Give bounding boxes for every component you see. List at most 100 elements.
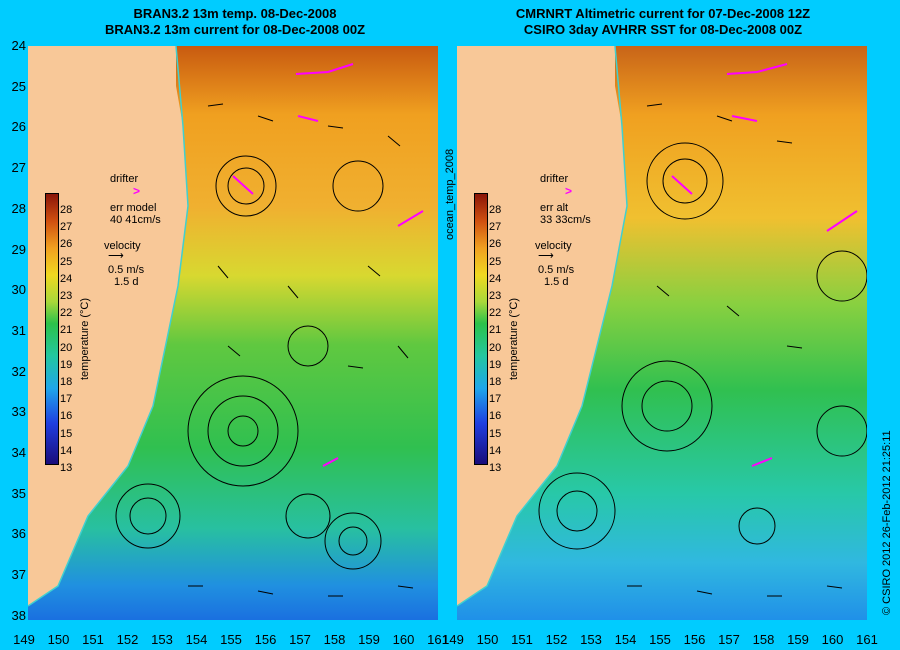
colorbar-tick-label: 17 [489, 393, 502, 406]
lon-tick-label: 159 [787, 632, 809, 647]
colorbar-tick-label: 21 [60, 324, 73, 337]
left-panel-title: BRAN3.2 13m temp. 08-Dec-2008 BRAN3.2 13… [30, 6, 440, 38]
colorbar-left [45, 193, 59, 465]
lat-tick-label: 30 [11, 282, 26, 298]
right-err-line2: 33 33cm/s [540, 214, 591, 226]
colorbar-tick-label: 20 [60, 341, 73, 354]
colorbar-tick-label: 27 [489, 221, 502, 234]
right-velocity-days: 1.5 d [544, 276, 569, 288]
colorbar-tick-label: 26 [489, 238, 502, 251]
colorbar-tick-label: 20 [489, 341, 502, 354]
colorbar-title-right: temperature (°C) [508, 297, 520, 380]
lat-tick-label: 28 [11, 200, 26, 216]
lon-tick-label: 158 [752, 632, 775, 647]
colorbar-tick-label: 22 [60, 307, 73, 320]
colorbar-tick-label: 25 [489, 255, 502, 268]
right-err-line1: err alt [540, 202, 569, 214]
colorbar-tick-label: 18 [489, 376, 502, 388]
lon-tick-label: 159 [358, 632, 380, 647]
right-drifter-icon: > [565, 184, 573, 198]
lon-tick-label: 151 [511, 632, 533, 647]
ocean-area [28, 46, 438, 620]
coastline [457, 46, 628, 607]
right-velocity-label: velocity [535, 240, 572, 252]
right-velocity-scale: 0.5 m/s [538, 264, 575, 276]
credit-text: © CSIRO 2012 26-Feb-2012 21:25:11 [881, 430, 893, 615]
lat-tick-label: 27 [11, 160, 26, 176]
lat-tick-label: 31 [11, 322, 26, 338]
left-velocity-days: 1.5 d [114, 276, 139, 288]
right-velocity-arrow-icon: ⟶ [538, 250, 554, 262]
lon-tick-label: 152 [116, 632, 139, 647]
colorbar-tick-label: 25 [60, 255, 73, 268]
left-velocity-scale: 0.5 m/s [108, 264, 145, 276]
colorbar-tick-label: 27 [60, 221, 73, 234]
current-eddies [115, 155, 384, 570]
colorbar-tick-label: 23 [489, 290, 502, 302]
left-map-panel [28, 46, 438, 620]
colorbar-tick-label: 13 [489, 462, 502, 474]
lon-tick-label: 150 [47, 632, 70, 647]
left-drifter-icon: > [133, 184, 141, 198]
lon-tick-label: 154 [614, 632, 637, 647]
colorbar-tick-label: 24 [489, 272, 502, 285]
colorbar-tick-label: 16 [489, 410, 502, 423]
lat-tick-label: 35 [11, 485, 26, 501]
colorbar-tick-label: 13 [60, 462, 73, 474]
right-title-line1: CMRNRT Altimetric current for 07-Dec-200… [515, 6, 811, 21]
lon-tick-label: 161 [427, 632, 449, 647]
colorbar-tick-label: 19 [489, 358, 502, 371]
current-eddies [538, 142, 867, 550]
colorbar-right [474, 193, 488, 465]
left-map-svg [28, 46, 438, 620]
ocean-area [457, 46, 867, 620]
lat-tick-label: 32 [11, 363, 26, 379]
lat-tick-label: 33 [11, 404, 26, 420]
left-velocity-arrow-icon: ⟶ [108, 250, 124, 262]
lon-tick-label: 158 [323, 632, 346, 647]
lat-tick-label: 29 [11, 241, 26, 257]
colorbar-tick-label: 23 [60, 290, 73, 302]
colorbar-tick-label: 15 [60, 427, 73, 440]
right-drifter-label: drifter [540, 173, 569, 185]
right-map-svg [457, 46, 867, 620]
left-title-line1: BRAN3.2 13m temp. 08-Dec-2008 [133, 6, 337, 21]
lat-tick-label: 36 [11, 526, 26, 542]
lon-tick-label: 155 [220, 632, 242, 647]
left-err-line1: err model [110, 202, 157, 214]
lon-tick-label: 157 [718, 632, 740, 647]
left-err-line2: 40 41cm/s [110, 214, 161, 226]
coastline [28, 46, 189, 607]
lon-tick-label: 160 [392, 632, 415, 647]
colorbar-tick-label: 18 [60, 376, 73, 388]
colorbar-tick-label: 24 [60, 272, 73, 285]
velocity-arrows [627, 103, 843, 597]
lon-tick-label: 161 [856, 632, 878, 647]
lat-tick-label: 37 [11, 567, 26, 583]
colorbar-tick-label: 26 [60, 238, 73, 251]
colorbar-tick-label: 28 [60, 204, 73, 216]
left-title-line2: BRAN3.2 13m current for 08-Dec-2008 00Z [104, 22, 366, 37]
lat-tick-label: 25 [11, 78, 26, 94]
velocity-arrows [188, 103, 414, 597]
drifter-tracks [232, 63, 424, 467]
lat-tick-label: 26 [11, 119, 26, 135]
colorbar-tick-label: 28 [489, 204, 502, 216]
lon-tick-label: 151 [82, 632, 104, 647]
lon-tick-label: 157 [289, 632, 311, 647]
right-title-line2: CSIRO 3day AVHRR SST for 08-Dec-2008 00Z [523, 22, 803, 37]
lat-tick-label: 24 [11, 38, 26, 53]
lon-tick-label: 160 [821, 632, 844, 647]
lon-tick-label: 149 [13, 632, 35, 647]
lon-tick-label: 156 [254, 632, 277, 647]
lon-tick-label: 152 [545, 632, 568, 647]
lon-tick-label: 149 [442, 632, 464, 647]
right-map-panel [457, 46, 867, 620]
right-panel-title: CMRNRT Altimetric current for 07-Dec-200… [458, 6, 868, 38]
lon-tick-label: 153 [151, 632, 173, 647]
left-velocity-label: velocity [104, 240, 141, 252]
colorbar-tick-label: 21 [489, 324, 502, 337]
colorbar-tick-label: 22 [489, 307, 502, 320]
drifter-tracks [671, 63, 858, 467]
lon-tick-label: 153 [580, 632, 602, 647]
